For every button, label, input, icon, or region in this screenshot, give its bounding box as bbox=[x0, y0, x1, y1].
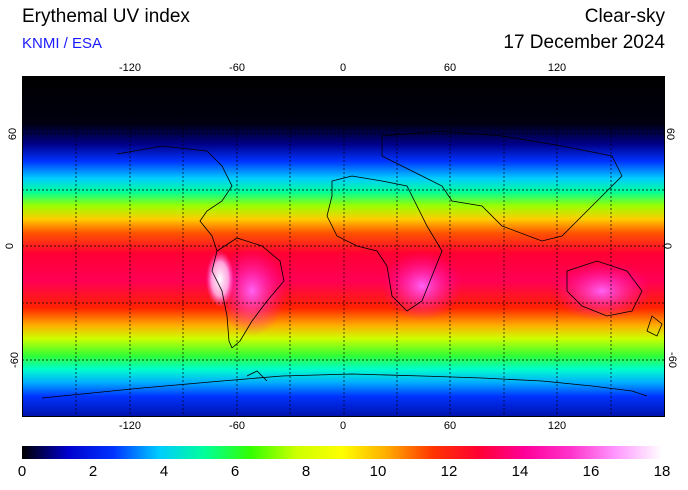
coastlines bbox=[41, 130, 663, 399]
australia-high-uv bbox=[552, 261, 652, 321]
lat-tick-right: -60 bbox=[665, 352, 678, 368]
uv-index-map bbox=[22, 76, 665, 417]
lon-tick-top: -60 bbox=[229, 62, 245, 74]
colorbar-label: 4 bbox=[159, 463, 169, 480]
andes-extreme-uv bbox=[206, 251, 234, 307]
africa-high-uv bbox=[382, 251, 462, 321]
lon-tick-bottom: 120 bbox=[547, 420, 567, 432]
colorbar-label: 14 bbox=[511, 463, 529, 480]
lon-tick-bottom: 60 bbox=[443, 420, 457, 432]
colorbar-label: 6 bbox=[230, 463, 240, 480]
map-frame bbox=[22, 76, 665, 417]
lat-tick-right: 60 bbox=[664, 127, 677, 141]
lon-tick-top: 0 bbox=[339, 62, 347, 74]
lon-tick-bottom: -60 bbox=[229, 420, 245, 432]
lon-tick-top: 120 bbox=[547, 62, 567, 74]
lon-tick-bottom: 0 bbox=[339, 420, 347, 432]
colorbar-label: 16 bbox=[582, 463, 600, 480]
colorbar-label: 10 bbox=[369, 463, 387, 480]
uv-field bbox=[22, 76, 665, 417]
lat-tick-left: -60 bbox=[8, 352, 21, 368]
colorbar-label: 18 bbox=[653, 463, 671, 480]
credit-label: KNMI / ESA bbox=[22, 35, 103, 52]
lat-tick-left: 60 bbox=[7, 127, 20, 141]
lon-tick-top: 60 bbox=[443, 62, 457, 74]
map-title: Erythemal UV index bbox=[22, 6, 190, 27]
south-america-high-uv bbox=[217, 246, 287, 336]
lat-tick-left: 0 bbox=[4, 242, 17, 250]
colorbar-label: 12 bbox=[440, 463, 458, 480]
lon-tick-top: -120 bbox=[118, 62, 142, 74]
colorbar-label: 0 bbox=[17, 463, 27, 480]
date-label: 17 December 2024 bbox=[503, 32, 665, 53]
colorbar bbox=[22, 446, 662, 459]
graticule bbox=[22, 76, 665, 417]
sky-mode-label: Clear-sky bbox=[584, 6, 665, 27]
lon-tick-bottom: -120 bbox=[118, 420, 142, 432]
colorbar-label: 8 bbox=[301, 463, 311, 480]
colorbar-label: 2 bbox=[88, 463, 98, 480]
